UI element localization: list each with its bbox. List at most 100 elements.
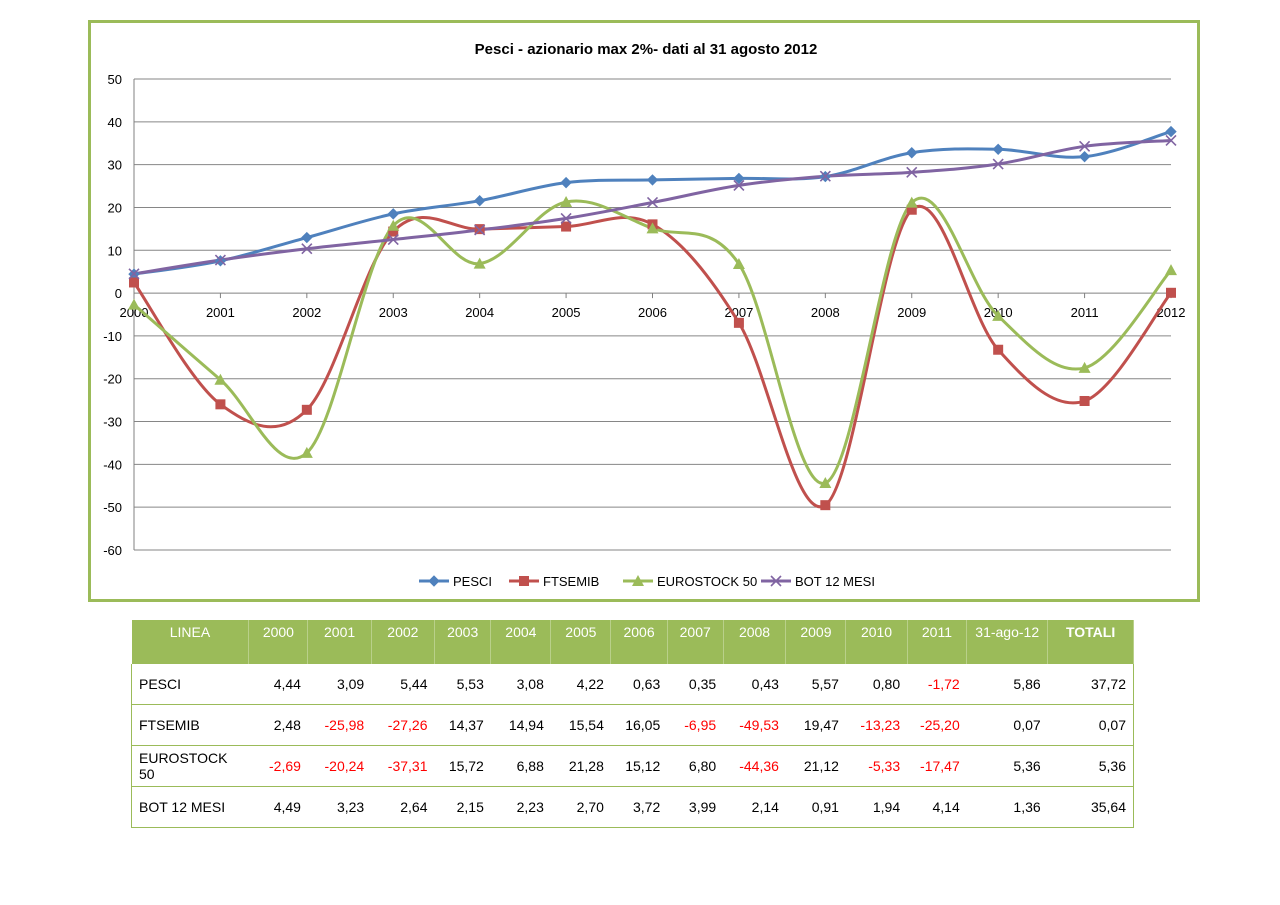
table-cell: 4,44 bbox=[248, 664, 308, 705]
data-point-bot-12-mesi bbox=[906, 166, 918, 178]
table-cell: 5,36 bbox=[966, 745, 1048, 787]
table-cell: 15,12 bbox=[610, 745, 668, 787]
line-chart: Pesci - azionario max 2%- dati al 31 ago… bbox=[103, 41, 1186, 589]
table-cell: 0,07 bbox=[966, 704, 1048, 746]
table-cell: -20,24 bbox=[307, 745, 372, 787]
data-point-eurostock-50 bbox=[473, 257, 486, 269]
legend-label-eurostock-50: EUROSTOCK 50 bbox=[657, 574, 757, 589]
table-cell: 5,36 bbox=[1047, 745, 1134, 787]
data-point-pesci bbox=[992, 143, 1004, 156]
y-tick-label: -60 bbox=[103, 543, 122, 558]
x-tick-label: 2011 bbox=[1071, 305, 1099, 320]
data-point-bot-12-mesi bbox=[301, 243, 313, 255]
data-point-eurostock-50 bbox=[905, 196, 918, 208]
y-tick-label: -10 bbox=[103, 329, 122, 344]
x-axis-tick-labels: 2000 2001 2002 2003 2004 2005 2006 2007 2008 2009… bbox=[120, 305, 1186, 320]
row-label: BOT 12 MESI bbox=[130, 786, 249, 828]
table-header-31-ago-12: 31-ago-12 bbox=[966, 620, 1049, 664]
data-point-pesci bbox=[387, 208, 399, 220]
x-tick-label: 2003 bbox=[379, 305, 408, 320]
chart-frame: Pesci - azionario max 2%- dati al 31 ago… bbox=[88, 20, 1200, 602]
table-cell: 5,57 bbox=[785, 664, 846, 705]
table-cell: 6,80 bbox=[667, 745, 724, 787]
y-tick-label: 40 bbox=[108, 115, 122, 130]
y-tick-label: 30 bbox=[108, 158, 122, 173]
table-cell: 0,63 bbox=[610, 664, 668, 705]
x-tick-label: 2009 bbox=[897, 305, 926, 320]
table-row: EUROSTOCK 50 -2,69 -20,24 -37,31 15,72 6,88 21… bbox=[130, 745, 1134, 787]
table-header-linea: LINEA bbox=[131, 620, 250, 664]
x-tick-label: 2005 bbox=[552, 305, 581, 320]
x-tick-label: 2000 bbox=[120, 305, 149, 320]
y-tick-label: -50 bbox=[103, 500, 122, 515]
data-point-eurostock-50 bbox=[992, 309, 1005, 321]
table-header-totali: TOTALI bbox=[1047, 620, 1134, 664]
table-header-2005: 2005 bbox=[550, 620, 612, 664]
data-point-pesci bbox=[733, 172, 745, 185]
table-cell: 2,64 bbox=[371, 786, 435, 828]
table-row: FTSEMIB 2,48 -25,98 -27,26 14,37 14,94 15,54 16… bbox=[130, 704, 1134, 746]
data-point-pesci bbox=[473, 194, 486, 207]
legend-marker-ftsemib bbox=[519, 576, 529, 586]
y-axis-tick-labels: 50 40 30 20 10 0 -10 -20 -30 -40 -50 -60 bbox=[103, 72, 122, 558]
y-tick-label: -40 bbox=[103, 457, 122, 472]
data-point-eurostock-50 bbox=[128, 298, 140, 310]
table-cell: 21,12 bbox=[785, 745, 846, 787]
table-cell: -44,36 bbox=[723, 745, 786, 787]
table-cell: -2,69 bbox=[248, 745, 308, 787]
table-header-2006: 2006 bbox=[610, 620, 668, 664]
table-cell: 0,07 bbox=[1047, 704, 1134, 746]
data-point-ftsemib bbox=[388, 226, 399, 237]
x-tick-label: 2008 bbox=[811, 305, 840, 320]
data-point-eurostock-50 bbox=[819, 477, 832, 489]
table-cell: 15,54 bbox=[550, 704, 611, 746]
table-cell: 3,08 bbox=[490, 664, 551, 705]
data-point-ftsemib bbox=[215, 399, 226, 410]
data-point-ftsemib bbox=[561, 221, 572, 232]
legend-label-ftsemib: FTSEMIB bbox=[543, 574, 599, 589]
legend-marker-pesci bbox=[428, 575, 440, 587]
data-point-bot-12-mesi bbox=[646, 196, 659, 209]
y-tick-label: 20 bbox=[108, 200, 122, 215]
table-cell: 4,49 bbox=[248, 786, 308, 828]
data-point-ftsemib bbox=[129, 277, 139, 288]
chart-title: Pesci - azionario max 2%- dati al 31 ago… bbox=[475, 41, 818, 58]
table-cell: 4,14 bbox=[907, 786, 967, 828]
data-point-bot-12-mesi bbox=[1079, 140, 1091, 152]
table-cell: 1,36 bbox=[966, 786, 1048, 828]
data-point-bot-12-mesi bbox=[474, 224, 486, 236]
table-cell: 5,53 bbox=[434, 664, 491, 705]
data-point-pesci bbox=[1078, 150, 1091, 163]
data-point-eurostock-50 bbox=[1078, 361, 1091, 373]
data-point-ftsemib bbox=[1166, 287, 1176, 298]
data-point-bot-12-mesi bbox=[733, 179, 745, 191]
legend-marker-eurostock-50 bbox=[632, 575, 644, 586]
data-point-ftsemib bbox=[906, 204, 917, 215]
table-cell: 37,72 bbox=[1047, 664, 1134, 705]
table-cell: -1,72 bbox=[907, 664, 967, 705]
table-cell: 21,28 bbox=[550, 745, 611, 787]
table-cell: 0,35 bbox=[667, 664, 724, 705]
data-point-pesci bbox=[646, 174, 659, 186]
legend-label-pesci: PESCI bbox=[453, 574, 492, 589]
data-point-bot-12-mesi bbox=[128, 268, 140, 280]
table-cell: 3,72 bbox=[610, 786, 668, 828]
table-header-2009: 2009 bbox=[785, 620, 847, 664]
x-tick-label: 2006 bbox=[638, 305, 667, 320]
data-point-ftsemib bbox=[993, 344, 1004, 355]
table-cell: 5,44 bbox=[371, 664, 435, 705]
data-point-eurostock-50 bbox=[646, 222, 659, 234]
table-cell: -27,26 bbox=[371, 704, 435, 746]
table-cell: 0,91 bbox=[785, 786, 846, 828]
data-point-pesci bbox=[560, 176, 572, 189]
y-tick-label: -20 bbox=[103, 372, 122, 387]
table-header-2004: 2004 bbox=[490, 620, 552, 664]
table-cell: 3,99 bbox=[667, 786, 724, 828]
legend-marker-bot-12-mesi bbox=[770, 575, 782, 587]
y-tick-label: 0 bbox=[115, 286, 122, 301]
row-label: FTSEMIB bbox=[130, 704, 249, 746]
data-point-eurostock-50 bbox=[387, 219, 400, 231]
table-header-2010: 2010 bbox=[845, 620, 908, 664]
series-line-eurostock-50 bbox=[133, 196, 1173, 485]
table-cell: 14,37 bbox=[434, 704, 491, 746]
